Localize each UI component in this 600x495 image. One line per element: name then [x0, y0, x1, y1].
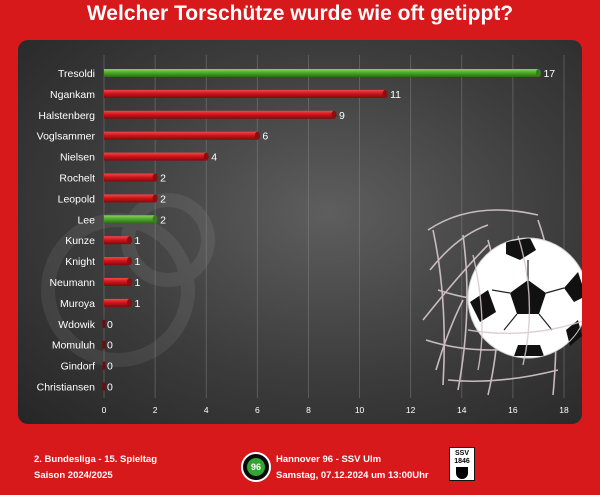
data-label: 1	[135, 298, 141, 310]
y-category-label: Nielsen	[60, 152, 95, 164]
x-axis-labels: 0 2 4 6 8 10 12 14 16 18	[102, 405, 569, 415]
data-label: 0	[107, 361, 113, 373]
hannover-96-logo: 96	[241, 452, 271, 482]
data-label: 1	[135, 277, 141, 289]
y-category-label: Rochelt	[59, 173, 95, 185]
match-text: Hannover 96 - SSV Ulm	[276, 454, 382, 465]
x-tick-label: 16	[508, 405, 518, 415]
bar-end-cap	[535, 69, 541, 77]
x-tick-label: 14	[457, 405, 467, 415]
date-text: Samstag, 07.12.2024 um 13:00Uhr	[276, 470, 429, 481]
bar	[102, 361, 106, 370]
data-label: 17	[543, 68, 555, 80]
ssv-logo-top: SSV	[454, 450, 469, 457]
data-label: 2	[160, 193, 166, 205]
bar	[102, 319, 106, 328]
y-category-label: Leopold	[58, 193, 96, 205]
bar	[104, 278, 130, 286]
data-label: 9	[339, 110, 345, 122]
bar	[104, 152, 207, 161]
data-label: 2	[160, 173, 166, 185]
y-category-label: Halstenberg	[38, 110, 95, 122]
bar-end-cap	[254, 131, 260, 140]
footer-league-info: 2. Bundesliga - 15. Spieltag Saison 2024…	[34, 452, 157, 484]
x-tick-label: 2	[153, 405, 158, 415]
y-category-label: Wdowik	[58, 319, 96, 331]
bar-end-cap	[152, 173, 158, 182]
bar-end-cap	[382, 89, 388, 98]
data-label: 1	[135, 235, 141, 247]
data-label: 11	[390, 89, 401, 101]
ssv-crest-icon	[456, 467, 468, 479]
y-category-label: Lee	[77, 214, 95, 226]
bar	[102, 340, 106, 349]
ssv-logo-bottom: 1846	[454, 458, 470, 465]
bar-end-cap	[127, 278, 133, 286]
y-category-label: Gindorf	[61, 361, 96, 373]
y-axis-labels: Tresoldi Ngankam Halstenberg Voglsammer Niel…	[37, 68, 96, 394]
data-label: 0	[107, 382, 113, 394]
bar-end-cap	[127, 257, 133, 266]
x-tick-label: 12	[406, 405, 416, 415]
y-category-label: Kunze	[65, 235, 95, 247]
x-tick-label: 8	[306, 405, 311, 415]
data-label: 2	[160, 214, 166, 226]
bar	[104, 173, 156, 182]
x-tick-label: 18	[559, 405, 569, 415]
bar-end-cap	[127, 236, 133, 245]
ssv-ulm-logo-text: SSV 1846	[450, 450, 474, 466]
bar	[104, 194, 156, 203]
data-label: 0	[107, 340, 113, 352]
bar-end-cap	[203, 152, 209, 161]
footer-match-info: Hannover 96 - SSV Ulm Samstag, 07.12.202…	[276, 452, 429, 484]
y-category-label: Knight	[65, 256, 95, 268]
bar-end-cap	[331, 110, 337, 119]
y-category-label: Ngankam	[50, 89, 95, 101]
bar	[104, 298, 130, 307]
bar	[102, 382, 106, 391]
x-tick-label: 0	[102, 405, 107, 415]
bar	[104, 110, 334, 119]
chart-title: Welcher Torschütze wurde wie oft getippt…	[86, 2, 514, 25]
hannover-96-logo-text: 96	[247, 458, 265, 476]
data-label: 0	[107, 319, 113, 331]
league-text: 2. Bundesliga - 15. Spieltag	[34, 454, 158, 465]
bar-end-cap	[152, 194, 158, 203]
bar	[104, 131, 258, 140]
bar-end-cap	[152, 215, 158, 224]
data-label: 1	[135, 256, 141, 268]
y-category-label: Christiansen	[37, 382, 96, 394]
x-tick-label: 4	[204, 405, 209, 415]
bar	[104, 89, 386, 98]
data-label: 6	[262, 131, 268, 143]
ssv-ulm-logo: SSV 1846	[449, 447, 475, 481]
y-category-label: Muroya	[60, 298, 95, 310]
bar	[104, 69, 539, 77]
y-category-label: Tresoldi	[58, 68, 95, 80]
bar	[104, 215, 156, 224]
y-category-label: Momuluh	[52, 340, 95, 352]
bar	[104, 236, 130, 245]
y-category-label: Voglsammer	[37, 131, 96, 143]
x-tick-label: 6	[255, 405, 260, 415]
chart-panel: 17 11 9 6 4 2 2 2 1 1 1 1 0 0 0 0 Tresoldi Ngankam Halste…	[18, 40, 582, 424]
season-text: Saison 2024/2025	[34, 470, 113, 481]
x-tick-label: 10	[355, 405, 365, 415]
y-category-label: Neumann	[49, 277, 95, 289]
bar-end-cap	[127, 298, 133, 307]
data-label: 4	[211, 152, 217, 164]
football-net-graphic	[422, 209, 582, 396]
bar	[104, 257, 130, 266]
